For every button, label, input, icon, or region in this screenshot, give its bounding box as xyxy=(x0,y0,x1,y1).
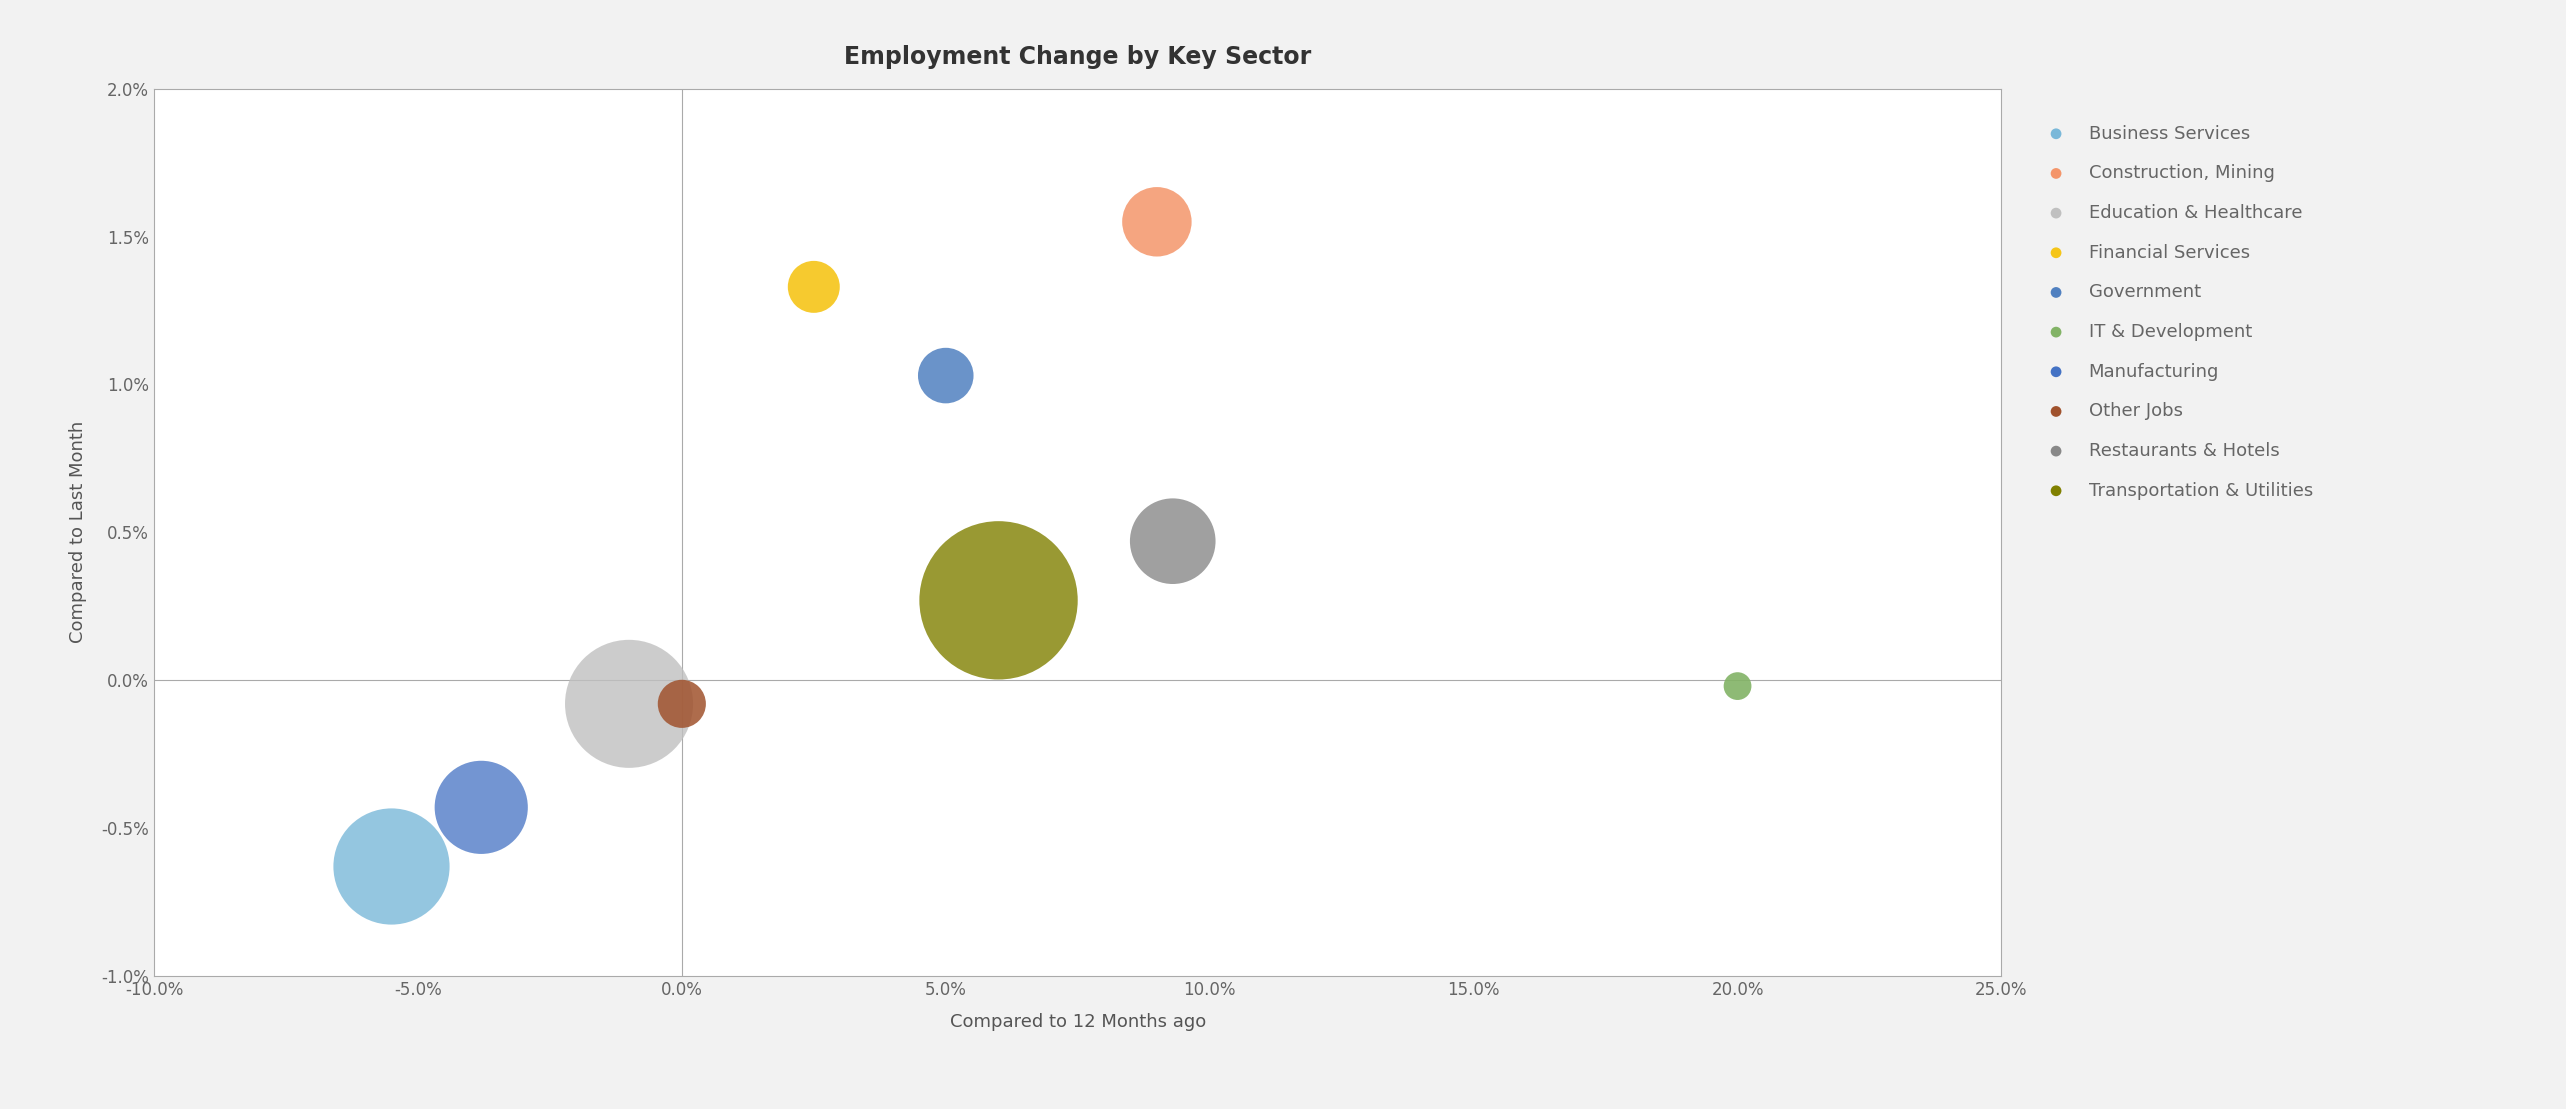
Business Services xyxy=(372,857,413,875)
Construction, Mining xyxy=(1137,213,1178,231)
Title: Employment Change by Key Sector: Employment Change by Key Sector xyxy=(844,44,1311,69)
Other Jobs xyxy=(662,695,703,713)
Y-axis label: Compared to Last Month: Compared to Last Month xyxy=(69,421,87,643)
IT & Development xyxy=(1717,678,1758,695)
Transportation & Utilities xyxy=(978,591,1019,609)
Manufacturing xyxy=(462,798,503,816)
Restaurants & Hotels xyxy=(1152,532,1193,550)
Legend: Business Services, Construction, Mining, Education & Healthcare, Financial Servi: Business Services, Construction, Mining,… xyxy=(2030,115,2322,509)
Financial Services xyxy=(793,278,834,296)
X-axis label: Compared to 12 Months ago: Compared to 12 Months ago xyxy=(949,1013,1206,1030)
Education & Healthcare xyxy=(608,695,649,713)
Government xyxy=(926,367,967,385)
